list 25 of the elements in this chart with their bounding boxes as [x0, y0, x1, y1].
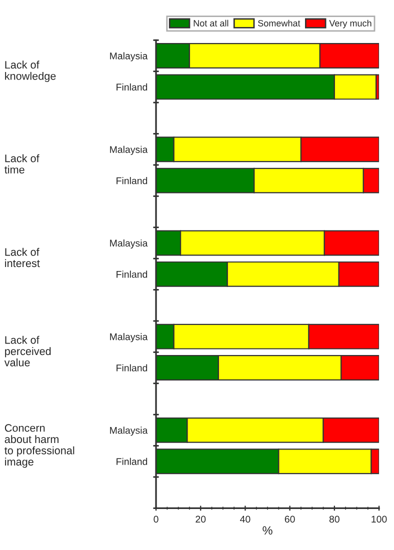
x-tick-label: 0: [154, 516, 158, 523]
y-tick-label: Finland: [116, 364, 148, 372]
y-tick-label: Finland: [116, 177, 148, 184]
x-tick-label: 60: [284, 516, 295, 523]
x-axis-title: %: [262, 526, 272, 535]
x-tick-label: 100: [372, 516, 387, 523]
y-tick-label: Finland: [116, 458, 148, 466]
legend-label: Somewhat: [258, 20, 300, 26]
y-tick-label: Malaysia: [110, 146, 148, 155]
text: Lack of time: [4, 154, 40, 174]
x-tick-label: 40: [240, 516, 250, 523]
text: Lack of interest: [5, 248, 40, 268]
text: Lack of knowledge: [5, 60, 56, 82]
text: Concern about harm to professional image: [4, 424, 74, 468]
legend-label: Not at all: [194, 20, 228, 26]
y-tick-label: Malaysia: [110, 426, 148, 436]
x-tick-label: 80: [329, 516, 340, 523]
y-tick-label: Malaysia: [110, 52, 148, 62]
y-tick-label: Malaysia: [110, 239, 148, 249]
y-tick-label: Finland: [116, 270, 148, 278]
legend-label: Very much: [329, 20, 372, 28]
x-tick-label: 20: [196, 516, 206, 523]
y-tick-label: Malaysia: [110, 333, 148, 342]
text: Lack of perceived value: [4, 336, 51, 366]
y-tick-label: Finland: [116, 83, 148, 91]
